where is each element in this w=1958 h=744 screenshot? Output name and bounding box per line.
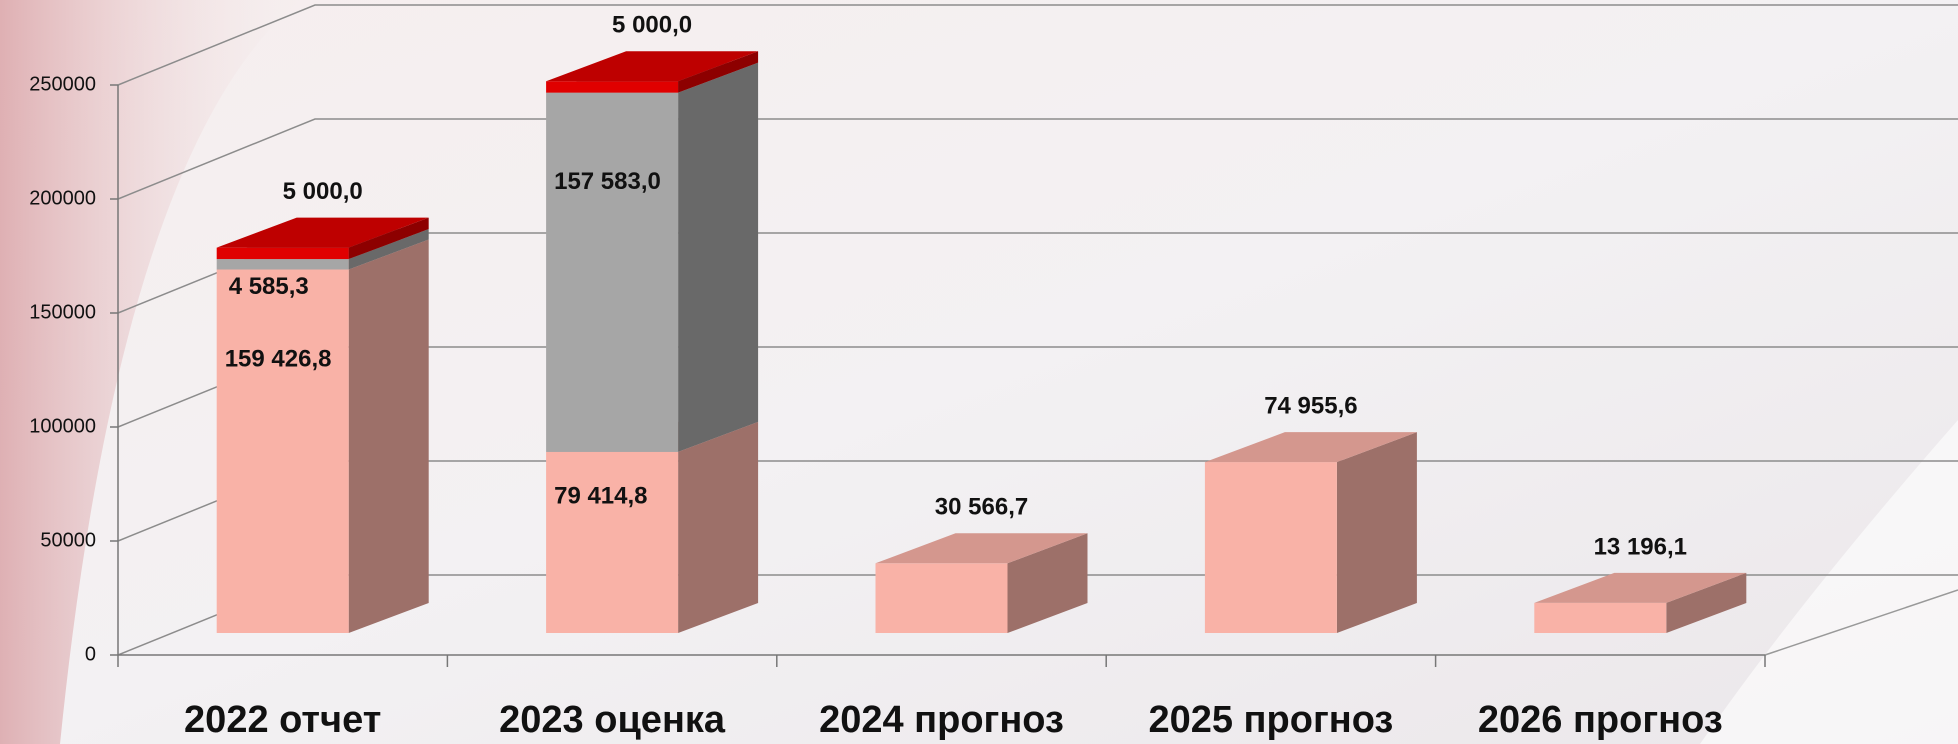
bar-top: [875, 533, 1088, 564]
bar: [875, 563, 1008, 633]
value-label: 5 000,0: [283, 178, 363, 205]
bar-side: [348, 239, 429, 633]
value-label: 13 196,1: [1594, 533, 1687, 560]
y-tick-label: 50000: [40, 529, 96, 551]
floor-edge: [1764, 589, 1958, 656]
y-tick-label: 150000: [29, 301, 96, 323]
bar-side: [348, 229, 429, 270]
x-tick-label: 2024 прогноз: [819, 699, 1064, 741]
bar: [1534, 602, 1667, 633]
bar-top: [546, 51, 759, 82]
bar: [546, 92, 679, 452]
x-tick-label: 2025 прогноз: [1148, 699, 1393, 741]
bar-top: [1534, 572, 1747, 603]
bar: [546, 451, 679, 633]
bar: [216, 269, 349, 633]
bar-side: [1007, 533, 1088, 633]
value-label: 4 585,3: [229, 273, 309, 300]
bar-top: [216, 217, 429, 248]
bar-top: [1204, 432, 1417, 463]
value-label: 74 955,6: [1264, 392, 1357, 419]
bar-side: [348, 217, 429, 260]
bar-side: [1336, 432, 1417, 633]
bar: [216, 247, 349, 260]
bar-side: [678, 51, 759, 93]
x-tick-label: 2022 отчет: [184, 699, 381, 741]
value-label: 157 583,0: [554, 168, 661, 195]
value-label: 5 000,0: [612, 12, 692, 39]
bar: [546, 81, 679, 93]
bar: [1204, 462, 1337, 633]
x-tick-label: 2026 прогноз: [1478, 699, 1723, 741]
value-label: 159 426,8: [225, 346, 332, 373]
x-tick-label: 2023 оценка: [499, 699, 726, 741]
grid-line: [117, 118, 1958, 200]
grid-line: [117, 4, 1958, 86]
background-swoosh: [0, 0, 300, 744]
value-label: 30 566,7: [935, 494, 1028, 521]
bar-side: [678, 421, 759, 633]
y-tick-label: 100000: [29, 415, 96, 437]
y-tick-label: 250000: [29, 73, 96, 95]
bar-side: [678, 62, 759, 452]
value-label: 79 414,8: [554, 483, 647, 510]
y-tick-label: 0: [85, 643, 96, 665]
bar-side: [1666, 572, 1747, 633]
y-tick-label: 200000: [29, 187, 96, 209]
bar: [216, 259, 349, 270]
